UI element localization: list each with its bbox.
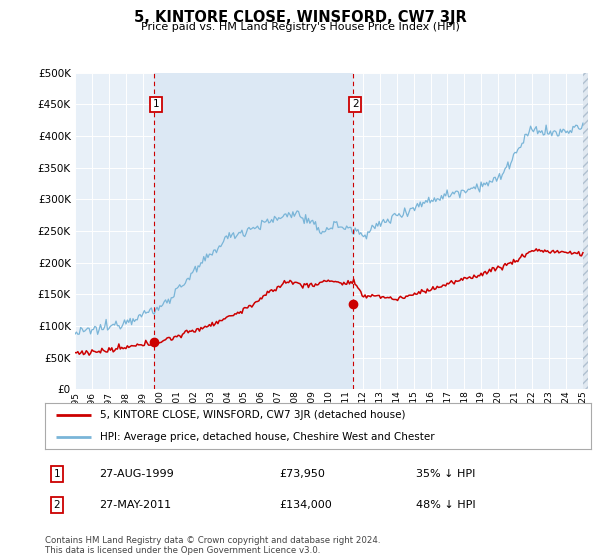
Text: 1: 1	[53, 469, 61, 479]
Text: HPI: Average price, detached house, Cheshire West and Chester: HPI: Average price, detached house, Ches…	[100, 432, 434, 442]
Text: 5, KINTORE CLOSE, WINSFORD, CW7 3JR (detached house): 5, KINTORE CLOSE, WINSFORD, CW7 3JR (det…	[100, 410, 405, 420]
Text: 2: 2	[53, 500, 61, 510]
Text: 2: 2	[352, 100, 359, 109]
Bar	[583, 73, 588, 389]
Text: 5, KINTORE CLOSE, WINSFORD, CW7 3JR: 5, KINTORE CLOSE, WINSFORD, CW7 3JR	[134, 10, 466, 25]
Bar	[154, 73, 353, 389]
Text: £73,950: £73,950	[280, 469, 326, 479]
Text: 35% ↓ HPI: 35% ↓ HPI	[416, 469, 476, 479]
Text: 27-AUG-1999: 27-AUG-1999	[100, 469, 175, 479]
Text: Contains HM Land Registry data © Crown copyright and database right 2024.
This d: Contains HM Land Registry data © Crown c…	[45, 536, 380, 556]
Text: £134,000: £134,000	[280, 500, 332, 510]
Text: 48% ↓ HPI: 48% ↓ HPI	[416, 500, 476, 510]
Text: 1: 1	[153, 100, 160, 109]
Text: Price paid vs. HM Land Registry's House Price Index (HPI): Price paid vs. HM Land Registry's House …	[140, 22, 460, 32]
Text: 27-MAY-2011: 27-MAY-2011	[100, 500, 172, 510]
